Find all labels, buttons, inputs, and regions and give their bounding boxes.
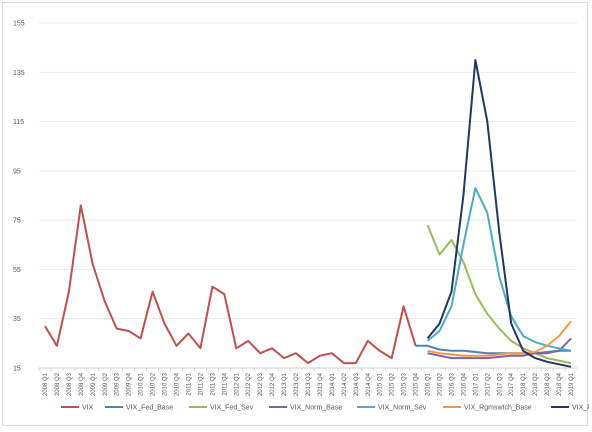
x-tick-label: 2013 Q3 (306, 372, 312, 396)
y-axis-ticks: 15 35 55 75 95 115 135 155 (13, 21, 25, 373)
x-tick-label: 2011 Q2 (198, 372, 204, 395)
y-tick-label: 35 (13, 316, 21, 323)
gridlines (39, 22, 577, 369)
x-tick-label: 2008 Q2 (55, 372, 61, 396)
y-tick-label: 115 (13, 119, 24, 126)
x-tick-label: 2014 Q3 (354, 372, 360, 396)
x-tick-label: 2009 Q3 (115, 372, 121, 396)
series-line-vix (44, 204, 417, 365)
legend-label-vix-norm-base: VIX_Norm_Base (290, 405, 342, 412)
x-tick-label: 2010 Q3 (163, 372, 169, 396)
chart-container: 15 35 55 75 95 115 135 155 2008 Q1 2008 Q2 2008 Q… (2, 2, 592, 426)
x-tick-label: 2008 Q4 (79, 372, 85, 396)
series-line-vix-rgmswtch-base (427, 320, 572, 357)
legend: VIX VIX_Fed_Base VIX_Fed_Sev VIX_Norm_Base V… (61, 405, 592, 412)
x-tick-label: 2017 Q4 (509, 372, 515, 396)
x-tick-label: 2016 Q2 (438, 372, 444, 396)
x-tick-label: 2015 Q4 (414, 372, 420, 396)
series-lines (44, 59, 572, 368)
series-line-vix-rgmswtch-sev (426, 59, 572, 368)
x-tick-label: 2009 Q1 (91, 372, 97, 396)
x-tick-label: 2012 Q1 (234, 372, 240, 396)
y-tick-label: 95 (13, 168, 21, 175)
x-tick-label: 2014 Q1 (330, 372, 336, 396)
series-line-vix-fed-sev (426, 224, 572, 365)
x-tick-label: 2010 Q2 (151, 372, 157, 396)
x-tick-label: 2008 Q3 (67, 372, 73, 396)
y-tick-label: 75 (13, 218, 21, 225)
x-tick-label: 2015 Q3 (402, 372, 408, 396)
x-tick-label: 2017 Q2 (485, 372, 491, 396)
legend-label-vix-rgmswtch-sev: VIX_Rgmswtch_Sev (572, 405, 589, 412)
x-tick-label: 2019 Q1 (569, 372, 575, 396)
legend-label-vix-norm-sev: VIX_Norm_Sev (378, 405, 427, 412)
x-tick-label: 2011 Q3 (210, 372, 216, 395)
x-tick-label: 2009 Q2 (103, 372, 109, 396)
x-tick-label: 2018 Q3 (545, 372, 551, 396)
x-tick-label: 2014 Q4 (366, 372, 372, 396)
x-tick-label: 2014 Q2 (342, 372, 348, 396)
x-tick-label: 2013 Q4 (318, 372, 324, 396)
x-tick-label: 2010 Q4 (174, 372, 180, 396)
y-tick-label: 15 (13, 366, 21, 373)
series-line-vix-norm-base (427, 337, 572, 360)
x-tick-label: 2011 Q1 (186, 372, 192, 395)
x-tick-label: 2011 Q4 (222, 372, 228, 395)
x-tick-label: 2012 Q3 (258, 372, 264, 396)
x-tick-label: 2017 Q3 (497, 372, 503, 396)
x-tick-label: 2016 Q4 (461, 372, 467, 396)
y-tick-label: 135 (13, 70, 25, 77)
x-tick-label: 2013 Q1 (282, 372, 288, 396)
legend-label-vix-rgmswtch-base: VIX_Rgmswtch_Base (464, 405, 532, 412)
x-tick-label: 2018 Q2 (533, 372, 539, 396)
y-tick-label: 155 (13, 21, 25, 28)
legend-label-vix-fed-sev: VIX_Fed_Sev (210, 405, 254, 412)
y-tick-label: 55 (13, 267, 21, 274)
x-tick-label: 2016 Q1 (426, 372, 432, 396)
x-tick-label: 2015 Q1 (378, 372, 384, 396)
x-tick-label: 2018 Q4 (557, 372, 563, 396)
legend-label-vix: VIX (82, 405, 94, 412)
x-tick-label: 2018 Q1 (521, 372, 527, 396)
x-tick-label: 2012 Q2 (246, 372, 252, 396)
x-tick-label: 2017 Q1 (473, 372, 479, 396)
legend-label-vix-fed-base: VIX_Fed_Base (126, 405, 173, 412)
x-axis-ticks: 2008 Q1 2008 Q2 2008 Q3 2008 Q4 2009 Q1 2009 … (38, 368, 575, 396)
x-tick-label: 2016 Q3 (449, 372, 455, 396)
x-tick-label: 2009 Q4 (127, 372, 133, 396)
x-tick-label: 2013 Q2 (294, 372, 300, 396)
x-tick-label: 2010 Q1 (139, 372, 145, 396)
x-tick-label: 2008 Q1 (43, 372, 49, 396)
x-tick-label: 2015 Q2 (390, 372, 396, 396)
x-tick-label: 2012 Q4 (270, 372, 276, 396)
